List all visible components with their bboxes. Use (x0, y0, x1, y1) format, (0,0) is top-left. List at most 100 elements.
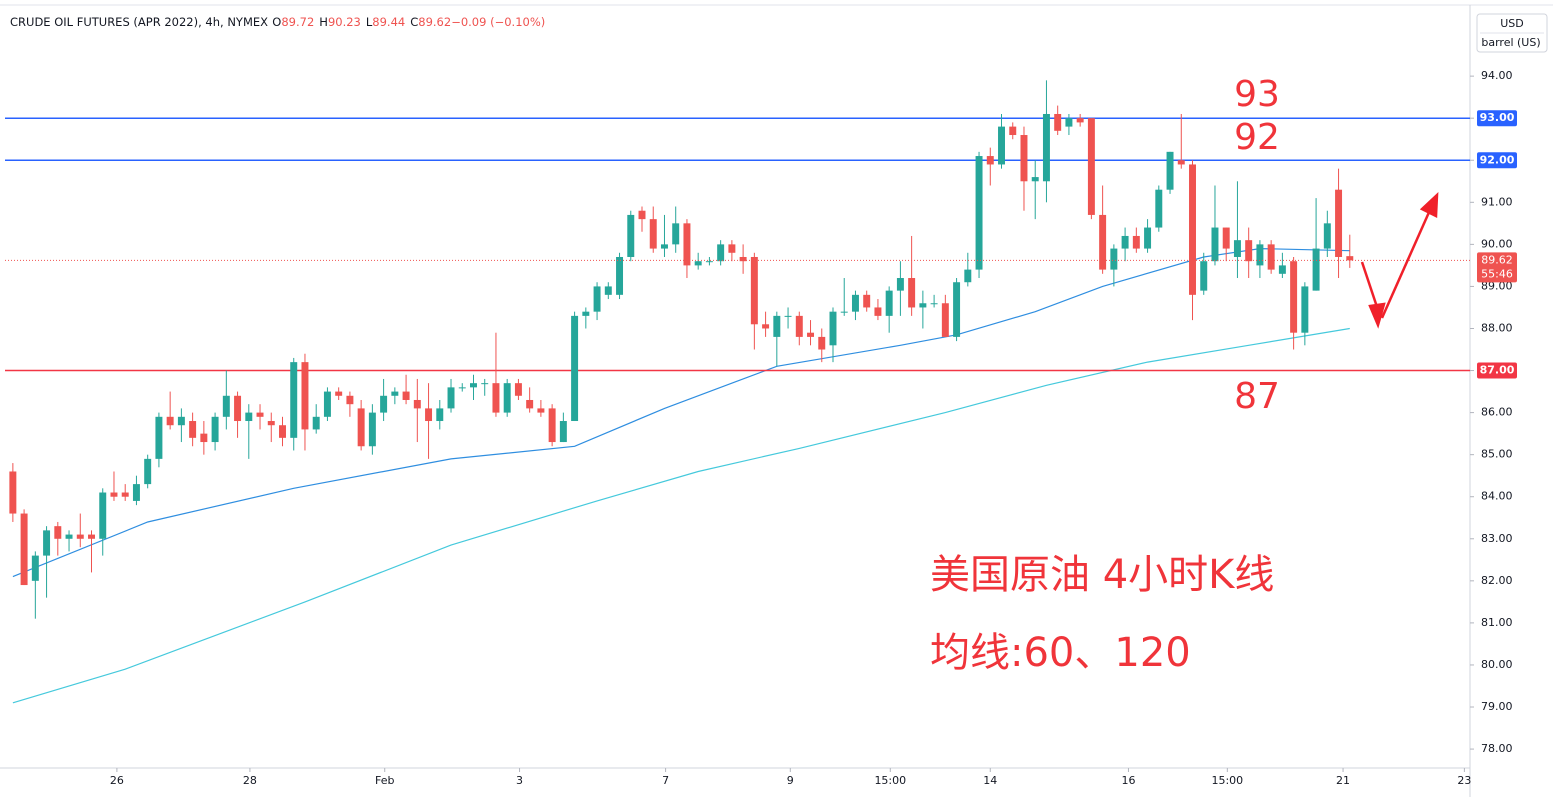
candle-body (728, 244, 736, 253)
candle-body (402, 391, 410, 400)
candle-body (1155, 189, 1163, 228)
candle-body (481, 383, 489, 385)
x-tick-label: 28 (243, 774, 257, 787)
title: CRUDE OIL FUTURES (APR 2022), 4h, NYMEX (10, 15, 268, 29)
legend-key: H (319, 15, 328, 29)
candle-body (222, 395, 230, 417)
candle-body (425, 408, 433, 422)
moving-average (12, 327, 1350, 704)
candle-body (526, 399, 534, 409)
candle-body (88, 534, 95, 539)
candle-body (20, 513, 28, 586)
candle-body (1200, 261, 1208, 291)
x-tick-label: 15:00 (1211, 774, 1243, 787)
candle-body (1245, 240, 1253, 262)
candle-body (155, 416, 163, 459)
candle-body (672, 223, 680, 245)
candle-body (660, 244, 668, 249)
candle-body (189, 421, 197, 438)
candle-body (391, 391, 399, 396)
candle-body (1189, 164, 1196, 295)
y-tick-label: 82.00 (1481, 574, 1513, 587)
candle-body (1065, 118, 1073, 127)
y-tick-label: 85.00 (1481, 448, 1513, 461)
candle-body (638, 210, 646, 220)
candle-body (975, 156, 983, 270)
candle-body (290, 362, 298, 438)
candle-body (1222, 227, 1230, 249)
candle-body (368, 412, 376, 447)
candle-body (559, 421, 567, 443)
last-price-box (1477, 252, 1517, 283)
candle-body (492, 383, 500, 413)
candle-body (1042, 113, 1050, 182)
candle-body (807, 332, 815, 337)
x-tick-label: 21 (1336, 774, 1350, 787)
candle-body (840, 311, 848, 313)
candle-body (144, 458, 152, 485)
candle-body (1076, 118, 1084, 123)
candle-body (177, 416, 185, 426)
candle-body (604, 286, 612, 295)
header-text: CRUDE OIL FUTURES (APR 2022), 4h, NYMEX O… (10, 15, 545, 29)
annotation: 美国原油 4小时K线 (930, 552, 1274, 598)
candle-body (132, 484, 140, 501)
candle-body (705, 261, 713, 263)
candle-body (99, 492, 107, 539)
level-label: 87.00 (1480, 364, 1515, 377)
candle-body (1009, 126, 1017, 136)
candle-body (762, 324, 770, 329)
candle-body (65, 534, 73, 539)
y-tick-label: 83.00 (1481, 532, 1513, 545)
candle-body (649, 219, 657, 249)
x-tick-label: 7 (662, 774, 669, 787)
candle-body (279, 425, 286, 438)
level-label: 93.00 (1480, 111, 1515, 124)
candle-body (986, 156, 994, 165)
candle-body (110, 492, 118, 497)
candle-body (503, 383, 511, 413)
candle-body (885, 290, 893, 316)
x-tick-label: 3 (516, 774, 523, 787)
candle-body (200, 433, 208, 443)
candle-body (1020, 135, 1028, 182)
y-tick-label: 86.00 (1481, 406, 1513, 419)
candle-body (9, 471, 17, 514)
legend-value: 89.62 (418, 15, 451, 29)
candle-body (323, 391, 331, 417)
candle-body (1278, 265, 1286, 274)
x-tick-label: 15:00 (874, 774, 906, 787)
x-tick-label: 26 (110, 774, 124, 787)
candle-body (458, 387, 466, 389)
header: CRUDE OIL FUTURES (APR 2022), 4h, NYMEX O… (10, 15, 545, 29)
countdown: 55:46 (1481, 267, 1513, 280)
candle-body (896, 278, 904, 291)
candle-body (166, 416, 174, 426)
candle-body (784, 315, 792, 317)
unit: barrel (US) (1481, 36, 1540, 49)
arrow-up-line (1380, 209, 1432, 319)
candle-body (818, 336, 826, 350)
candle-body (1346, 256, 1354, 261)
arrow-down-line (1360, 261, 1380, 311)
annotation: 92 (1234, 117, 1280, 158)
candle-body (301, 362, 309, 430)
candle-body (717, 244, 725, 262)
candle-body (941, 303, 949, 337)
candle-body (1267, 244, 1275, 270)
last-price-label: 89.62 (1481, 253, 1513, 266)
y-tick-label: 79.00 (1481, 700, 1513, 713)
x-tick-label: 9 (787, 774, 794, 787)
candle-body (447, 387, 455, 409)
candle-body (413, 399, 421, 409)
candle-body (953, 282, 961, 337)
candle-body (1121, 235, 1129, 249)
legend-value: 90.23 (328, 15, 361, 29)
candle-body (537, 408, 545, 413)
level-label-box (1477, 152, 1517, 169)
candle-body (1312, 248, 1320, 291)
y-tick-label: 89.00 (1481, 279, 1513, 292)
candle-body (267, 421, 275, 426)
